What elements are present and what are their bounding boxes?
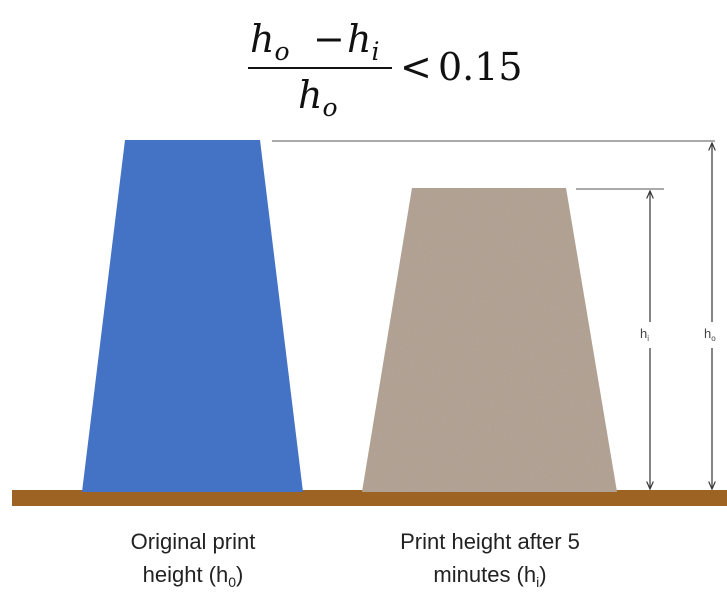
formula-minus: − (313, 17, 345, 61)
ho-label: ho (704, 326, 716, 343)
caption-original: Original print height (h0) (131, 529, 256, 590)
ho-dimension: ho (272, 140, 722, 489)
caption-original-line2: height (h0) (143, 562, 244, 590)
original-print-shape (82, 140, 303, 492)
caption-after-line2: minutes (hi) (433, 562, 546, 590)
caption-after: Print height after 5 minutes (hi) (400, 529, 580, 590)
hi-dimension: hi (576, 188, 664, 489)
ground-strip (12, 490, 727, 506)
ho-label-bg (702, 322, 722, 348)
hi-label: hi (640, 326, 649, 343)
formula-numerator-ho: ho (250, 17, 290, 66)
formula: ho − hi ho < 0.15 (248, 17, 523, 122)
hi-label-bg (638, 322, 660, 348)
formula-numerator-hi: hi (347, 17, 379, 66)
slumped-print-shape (362, 188, 617, 492)
formula-threshold: 0.15 (438, 45, 523, 89)
caption-after-line1: Print height after 5 (400, 529, 580, 554)
formula-less-than: < (400, 45, 432, 89)
caption-original-line1: Original print (131, 529, 256, 554)
formula-denominator-ho: ho (298, 73, 338, 122)
